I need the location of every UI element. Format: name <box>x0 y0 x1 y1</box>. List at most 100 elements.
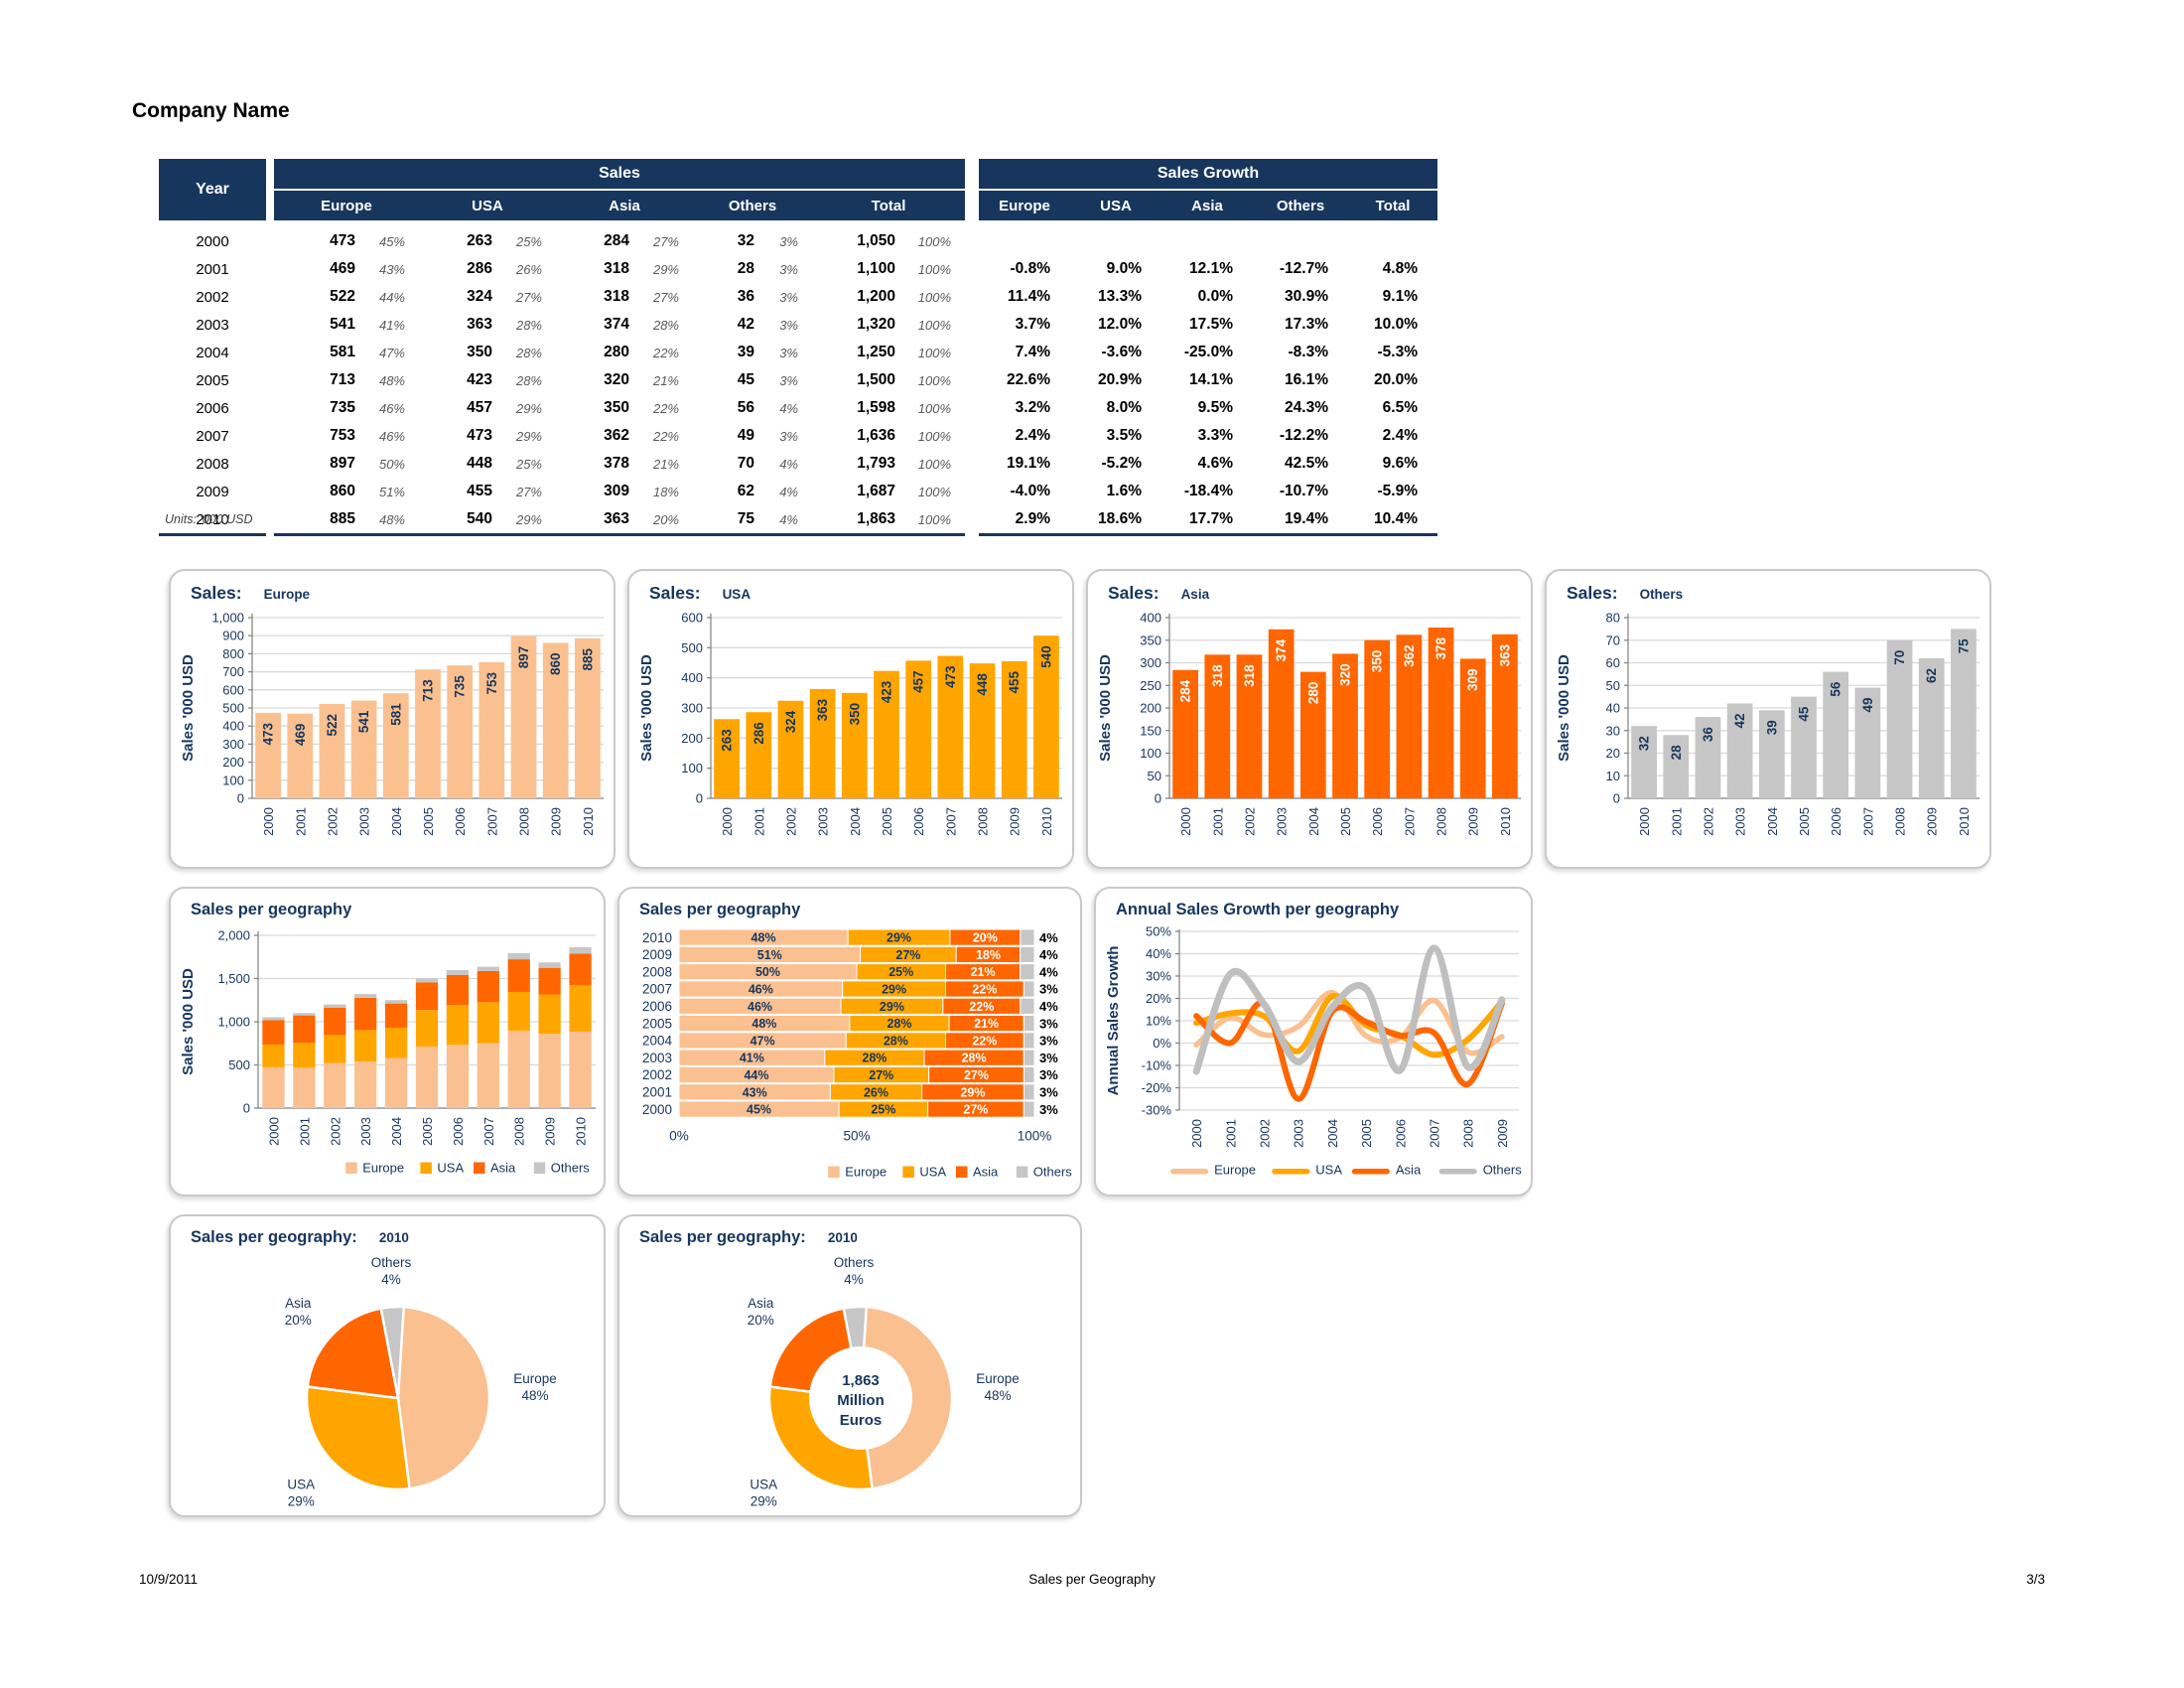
sales-value-cell: 318 <box>604 288 629 305</box>
growth-cell: -18.4% <box>1183 483 1233 499</box>
segment-label: 28% <box>862 1052 887 1065</box>
x-tick-label: 2008 <box>1461 1119 1476 1148</box>
growth-cell: 42.5% <box>1285 455 1328 472</box>
sales-value-cell: 455 <box>467 483 492 499</box>
growth-cell: 2.4% <box>1015 427 1050 444</box>
growth-cell: 9.1% <box>1382 288 1418 305</box>
y-tick-label: 100 <box>1140 746 1161 761</box>
segment-label: 29% <box>880 1000 904 1014</box>
segment-label: 29% <box>887 931 911 945</box>
chart-title-text: Sales per geography: <box>191 1228 357 1246</box>
growth-cell: -8.3% <box>1288 344 1329 360</box>
y-tick-label: 30% <box>1146 969 1171 984</box>
sales-value-cell: 350 <box>467 344 492 360</box>
table-row: 2004 581 47% 350 28% 280 22% 39 3% 1,250 100% 7.4% -… <box>159 339 1437 366</box>
bar-value-label: 735 <box>453 675 468 698</box>
slice-label-pct: 48% <box>521 1388 548 1403</box>
segment-label: 46% <box>748 1000 772 1014</box>
slice-label-pct: 20% <box>748 1313 774 1328</box>
row-year-label: 2006 <box>642 999 672 1014</box>
sales-pct-cell: 4% <box>779 456 798 472</box>
y-tick-label: 350 <box>1140 633 1161 647</box>
x-tick-label: 2002 <box>1258 1119 1273 1148</box>
segment-label: 43% <box>743 1085 767 1099</box>
chart-title: Sales: Europe <box>171 571 614 606</box>
bar-value-label: 448 <box>975 673 990 696</box>
x-tick-label: 2001 <box>293 807 308 836</box>
chart-title-prefix: Sales: <box>1567 583 1618 603</box>
slice-label-name: Others <box>834 1255 875 1270</box>
x-tick-label: 2001 <box>1210 807 1225 836</box>
stacked-bar-segment <box>262 1017 285 1021</box>
sales-pct-cell: 3% <box>779 345 798 360</box>
stacked-bar-segment <box>477 970 499 1003</box>
bar <box>1204 654 1231 798</box>
chart-title-text: Sales per geography <box>639 901 801 918</box>
segment-label: 22% <box>972 983 997 997</box>
bar-value-label: 473 <box>943 665 958 688</box>
sales-value-cell: 1,636 <box>857 427 895 444</box>
sales-pct-cell: 100% <box>917 233 951 249</box>
growth-cell: 14.1% <box>1189 371 1233 388</box>
sales-pct-cell: 20% <box>633 505 693 536</box>
x-tick-label: 2006 <box>1393 1119 1408 1148</box>
bar-value-label: 541 <box>356 710 371 733</box>
donut-chart: Europe 48% USA 29% Asia 20% Others 4% 1,863 Milli… <box>619 1249 1080 1512</box>
table-row: 2003 541 41% 363 28% 374 28% 42 3% 1,320 100% 3.7% 1… <box>159 311 1437 339</box>
chart-title: Sales per geography: 2010 <box>619 1216 1080 1249</box>
sales-value-cell: 39 <box>737 344 754 360</box>
stacked-bar-segment <box>324 1004 346 1008</box>
stacked-bar-segment <box>354 1030 377 1061</box>
bar-value-label: 469 <box>293 724 308 747</box>
sales-pct-cell: 100% <box>917 317 951 333</box>
stacked-bar-segment <box>262 1044 285 1067</box>
sales-pct-cell: 3% <box>779 261 798 277</box>
table-spacer <box>965 478 979 505</box>
bar <box>746 712 772 798</box>
legend-label: Asia <box>1396 1163 1422 1178</box>
y-tick-label: 0 <box>243 1101 250 1116</box>
bar-segment <box>1023 1049 1035 1066</box>
x-tick-label: 2007 <box>481 1117 496 1146</box>
sales-per-geography-stacked-card: Sales per geography 0 500 1,000 1,500 2,000 2… <box>169 887 606 1196</box>
growth-cell: 3.2% <box>1015 399 1050 416</box>
bar <box>1631 726 1657 798</box>
table-spacer <box>266 311 274 339</box>
chart-title: Sales per geography: 2010 <box>171 1216 604 1249</box>
bar-value-label: 320 <box>1338 663 1353 686</box>
legend-label: USA <box>1315 1163 1342 1178</box>
bar <box>841 692 868 798</box>
sales-value-cell: 448 <box>467 455 492 472</box>
x-tick-label: 2007 <box>484 807 499 836</box>
table-spacer <box>965 311 979 339</box>
table-spacer <box>965 227 979 255</box>
segment-label: 48% <box>751 931 776 945</box>
segment-label: 27% <box>895 948 920 962</box>
sales-pct-cell: 18% <box>652 484 679 499</box>
sales-value-cell: 263 <box>467 232 492 249</box>
y-tick-label: 200 <box>681 731 703 746</box>
sales-per-geography-donut-card: Sales per geography: 2010 Europe 48% USA 29%… <box>617 1214 1082 1517</box>
bar <box>287 713 314 798</box>
x-tick-label: 2000 <box>720 807 735 836</box>
sales-pct-cell: 48% <box>359 505 419 536</box>
stacked-bar-segment <box>569 953 592 986</box>
y-tick-label: 100 <box>681 761 703 775</box>
bar <box>1951 629 1977 798</box>
bar <box>319 703 345 798</box>
sales-asia-chart-card: Sales: Asia 0 50 100 150 200 250 300 350 400 284 20… <box>1086 569 1533 869</box>
x-tick-label: 2002 <box>325 807 340 836</box>
segment-label: 28% <box>884 1034 908 1048</box>
y-tick-label: 800 <box>222 646 244 661</box>
bar <box>714 719 740 798</box>
legend-label: Europe <box>1214 1163 1256 1178</box>
sales-value-cell: 1,598 <box>857 399 895 416</box>
bar-value-label: 324 <box>783 710 798 733</box>
bar <box>382 693 409 798</box>
chart-title-region: Asia <box>1180 587 1210 602</box>
stacked-bar-segment <box>507 959 530 992</box>
sales-pct-cell: 100% <box>917 428 951 444</box>
donut-center-text: 1,863 <box>842 1372 880 1389</box>
sales-value-cell: 735 <box>330 399 355 416</box>
table-row: 2005 713 48% 423 28% 320 21% 45 3% 1,500 100% 22.6%… <box>159 366 1437 394</box>
